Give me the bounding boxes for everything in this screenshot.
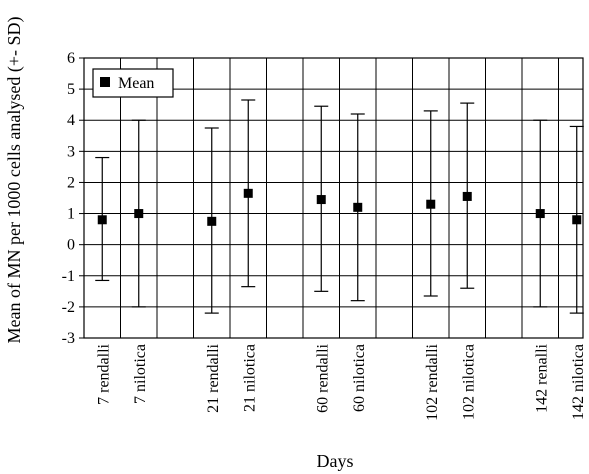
mean-point — [316, 195, 326, 205]
x-tick-label: 142 renalli — [533, 343, 550, 412]
mean-point — [134, 209, 144, 219]
y-tick-label: -3 — [62, 330, 75, 347]
mean-point — [97, 215, 107, 225]
y-tick-label: 4 — [67, 112, 75, 129]
mean-point — [572, 215, 582, 225]
x-tick-label: 60 rendalli — [314, 343, 331, 412]
x-tick-label: 102 nilotica — [460, 344, 477, 420]
x-tick-label: 60 nilotica — [351, 344, 368, 412]
x-axis-title: Days — [317, 451, 354, 471]
x-tick-label: 7 rendalli — [95, 343, 112, 404]
y-tick-label: 1 — [67, 206, 75, 223]
mean-point — [462, 191, 472, 201]
grid-lines — [84, 57, 583, 339]
mean-point — [207, 216, 217, 226]
y-tick-label: 3 — [67, 143, 75, 160]
y-tick-label: 0 — [67, 237, 75, 254]
legend: Mean — [92, 68, 174, 98]
mean-point — [535, 209, 545, 219]
y-axis-title: Mean of MN per 1000 cells analysed (+- S… — [4, 16, 25, 343]
x-tick-label: 21 nilotica — [241, 344, 258, 412]
y-axis: -3 -2 -1 0 1 2 3 4 5 6 — [62, 50, 84, 347]
x-axis: 7 rendalli 7 nilotica 21 rendalli 21 niloti… — [95, 343, 587, 420]
plot-area — [83, 57, 584, 339]
y-tick-label: 2 — [67, 174, 75, 191]
y-tick-label: 6 — [67, 50, 75, 67]
y-tick-label: 5 — [67, 81, 75, 98]
y-tick-label: -1 — [62, 268, 75, 285]
legend-marker — [100, 77, 110, 87]
mean-point — [243, 188, 253, 198]
x-tick-label: 7 nilotica — [132, 344, 149, 404]
legend-label: Mean — [118, 75, 154, 92]
mean-point — [353, 202, 363, 212]
mean-points — [97, 188, 582, 226]
mean-point — [426, 199, 436, 209]
x-tick-label: 102 rendalli — [424, 343, 441, 420]
y-tick-label: -2 — [62, 299, 75, 316]
x-tick-label: 21 rendalli — [205, 343, 222, 412]
x-tick-label: 142 nilotica — [570, 344, 587, 420]
